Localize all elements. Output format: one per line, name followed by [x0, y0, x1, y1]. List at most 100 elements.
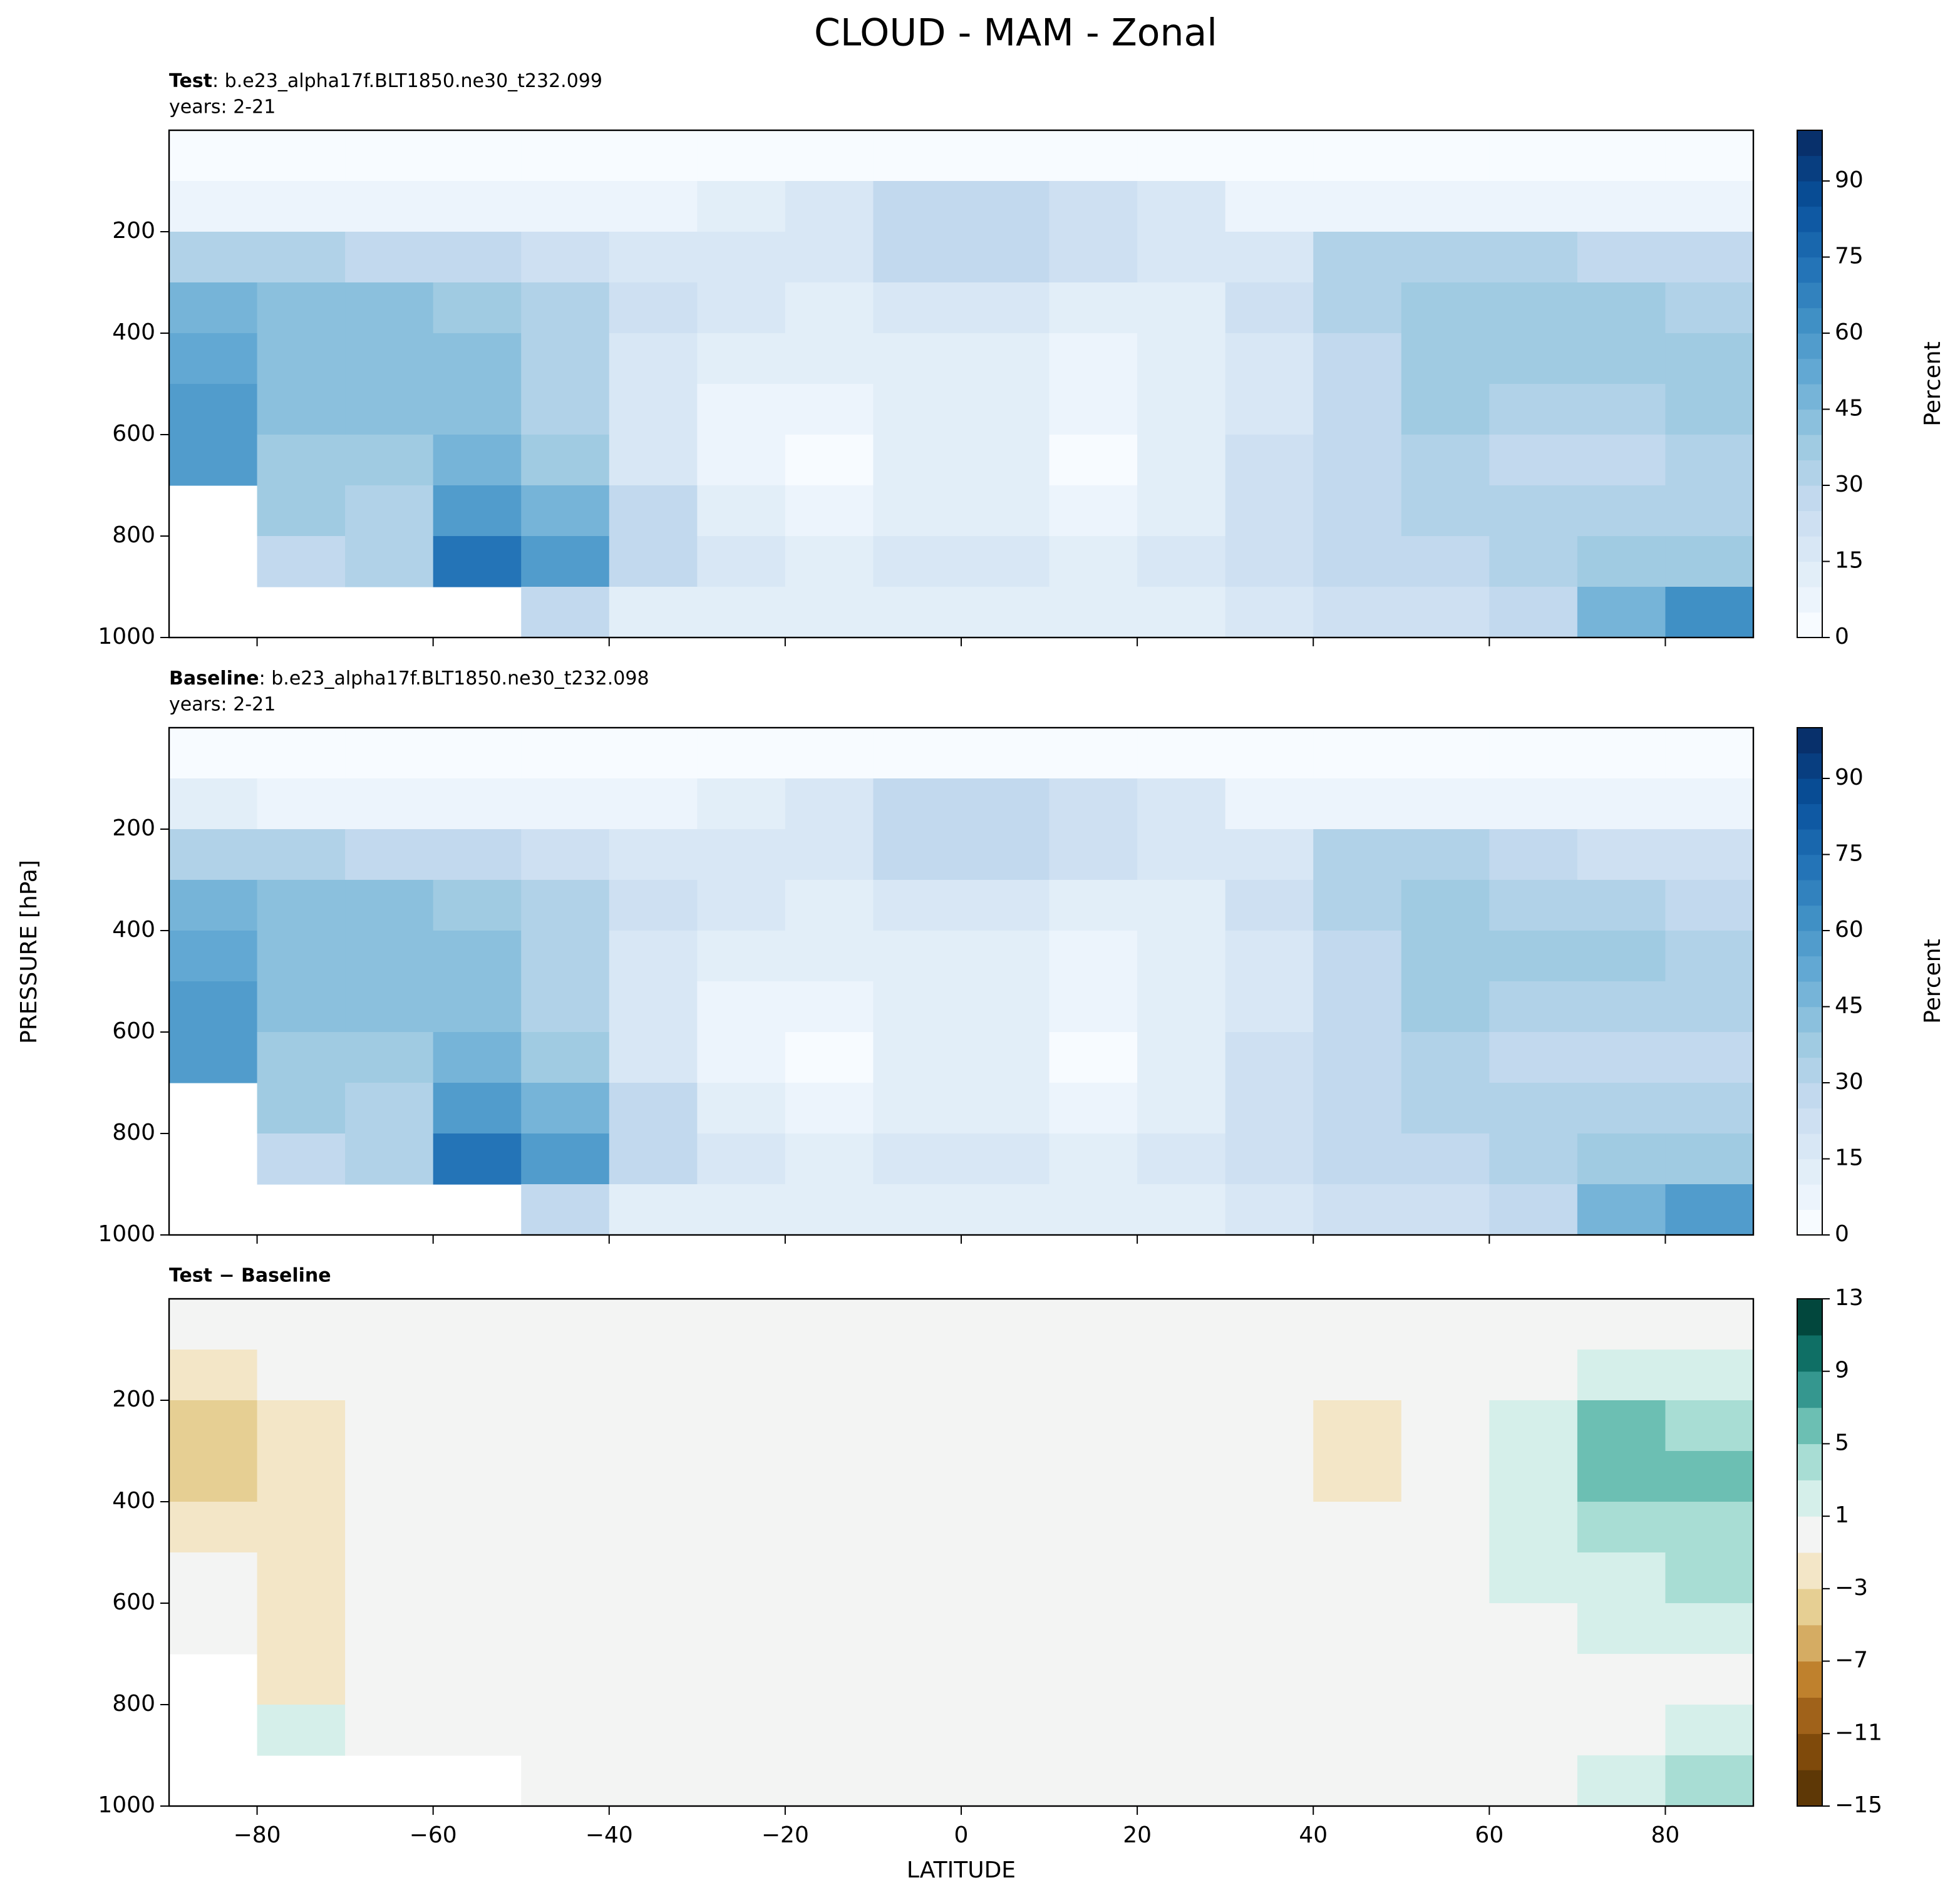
colorbar-bin — [1797, 1108, 1822, 1134]
contour-cell — [257, 485, 346, 537]
contour-cell — [1225, 282, 1314, 334]
y-tick-label: 200 — [112, 1386, 155, 1412]
contour-cell — [1049, 1400, 1138, 1452]
contour-cell — [257, 1502, 346, 1553]
colorbar-bin — [1797, 1516, 1822, 1553]
contour-cell — [961, 435, 1050, 486]
contour-cell — [697, 1451, 786, 1502]
contour-cell — [1577, 1083, 1666, 1134]
contour-cell — [1225, 587, 1314, 638]
contour-cell — [609, 1705, 698, 1756]
colorbar-tick-label: 9 — [1835, 1358, 1849, 1383]
contour-cell — [1489, 880, 1578, 931]
contour-cell — [433, 384, 522, 435]
contour-cell — [521, 1451, 610, 1502]
colorbar-bin — [1797, 460, 1822, 486]
contour-cell — [873, 981, 962, 1033]
colorbar-label: Percent — [1920, 341, 1946, 426]
contour-cell — [1313, 1400, 1402, 1452]
colorbar-bin — [1797, 803, 1822, 830]
contour-cell — [961, 485, 1050, 537]
contour-cell — [521, 435, 610, 486]
contour-cell — [697, 1299, 786, 1350]
contour-cell — [1049, 181, 1138, 232]
contour-cell — [1137, 1451, 1226, 1502]
contour-cell — [1137, 981, 1226, 1033]
colorbar-bin — [1797, 1661, 1822, 1698]
contour-cell — [697, 282, 786, 334]
contour-cell — [521, 232, 610, 283]
contour-cell — [961, 880, 1050, 931]
contour-cell — [1665, 232, 1753, 283]
contour-cell — [521, 728, 610, 779]
colorbar-tick-label: 5 — [1835, 1430, 1849, 1455]
contour-cell — [1137, 1755, 1226, 1806]
contour-cell — [169, 181, 258, 232]
contour-cell — [1313, 1755, 1402, 1806]
x-tick-label: −80 — [234, 1822, 281, 1848]
contour-cell — [521, 1654, 610, 1705]
contour-cell — [433, 130, 522, 182]
contour-cell — [1577, 536, 1666, 587]
contour-cell — [1049, 728, 1138, 779]
contour-cell — [1665, 829, 1753, 880]
contour-cell — [609, 981, 698, 1033]
contour-cell — [609, 1755, 698, 1806]
contour-cell — [433, 232, 522, 283]
contour-cell — [1401, 1451, 1490, 1502]
contour-cell — [521, 384, 610, 435]
contour-cell — [1401, 1350, 1490, 1401]
colorbar-bin — [1797, 1770, 1822, 1807]
colorbar-bin — [1797, 1133, 1822, 1160]
contour-cell — [697, 130, 786, 182]
contour-cell — [169, 435, 258, 486]
contour-cell — [169, 333, 258, 385]
x-axis-label: LATITUDE — [907, 1857, 1016, 1883]
contour-cell — [521, 1400, 610, 1452]
contour-cell — [1225, 181, 1314, 232]
contour-cell — [697, 880, 786, 931]
contour-cell — [1313, 1705, 1402, 1756]
contour-cell — [1665, 1400, 1753, 1452]
contour-cell — [433, 1083, 522, 1134]
contour-cell — [345, 778, 434, 830]
colorbar-bin — [1797, 1624, 1822, 1662]
contour-cell — [521, 1083, 610, 1134]
contour-cell — [1401, 1133, 1490, 1185]
colorbar-bin — [1797, 307, 1822, 334]
contour-cell — [1137, 1705, 1226, 1756]
contour-cell — [1489, 1755, 1578, 1806]
colorbar-bin — [1797, 1371, 1822, 1408]
contour-cell — [1137, 1083, 1226, 1134]
contour-cell — [697, 232, 786, 283]
contour-cell — [169, 130, 258, 182]
contour-cell — [1665, 384, 1753, 435]
contour-cell — [1313, 1451, 1402, 1502]
contour-cell — [785, 485, 874, 537]
contour-cell — [345, 1705, 434, 1756]
contour-cell — [169, 829, 258, 880]
x-tick-label: 20 — [1123, 1822, 1152, 1848]
contour-cell — [521, 1502, 610, 1553]
contour-cell — [1489, 728, 1578, 779]
contour-cell — [345, 384, 434, 435]
panel-title-label: Baseline — [169, 668, 259, 689]
contour-cell — [785, 232, 874, 283]
contour-cell — [961, 1654, 1050, 1705]
contour-cell — [1401, 981, 1490, 1033]
colorbar-frame — [1797, 1298, 1823, 1807]
contour-cell — [1313, 536, 1402, 587]
contour-cell — [785, 1133, 874, 1185]
contour-cell — [697, 181, 786, 232]
contour-cell — [961, 728, 1050, 779]
contour-cell — [1049, 1184, 1138, 1235]
contour-cell — [345, 130, 434, 182]
colorbar-bin — [1797, 880, 1822, 906]
contour-cell — [1665, 931, 1753, 982]
contour-cell — [1401, 1755, 1490, 1806]
y-tick-label: 800 — [112, 522, 155, 548]
contour-cell — [697, 1184, 786, 1235]
colorbar-bin — [1797, 1733, 1822, 1770]
contour-cell — [785, 1451, 874, 1502]
colorbar-bin — [1797, 1184, 1822, 1211]
